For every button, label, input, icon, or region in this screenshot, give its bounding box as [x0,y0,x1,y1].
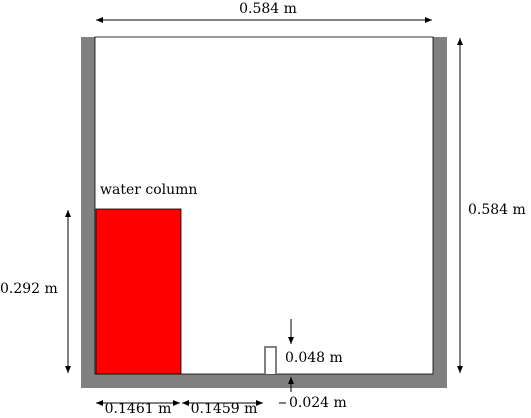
water-column [95,208,182,375]
water-height-label: 0.292 m [0,281,58,297]
right-wall [433,37,447,388]
water-label: water column [100,182,197,198]
left-wall [81,37,95,388]
floor [81,374,447,388]
water-width-label: 0.1461 m [105,401,172,417]
gap-width-label: 0.1459 m [191,401,258,417]
right-height-label: 0.584 m [468,202,526,218]
obstacle-width-label: 0.024 m [289,395,347,411]
obstacle-height-label: 0.048 m [285,350,343,366]
obstacle-inner [266,348,275,374]
top-width-label: 0.584 m [239,1,297,17]
